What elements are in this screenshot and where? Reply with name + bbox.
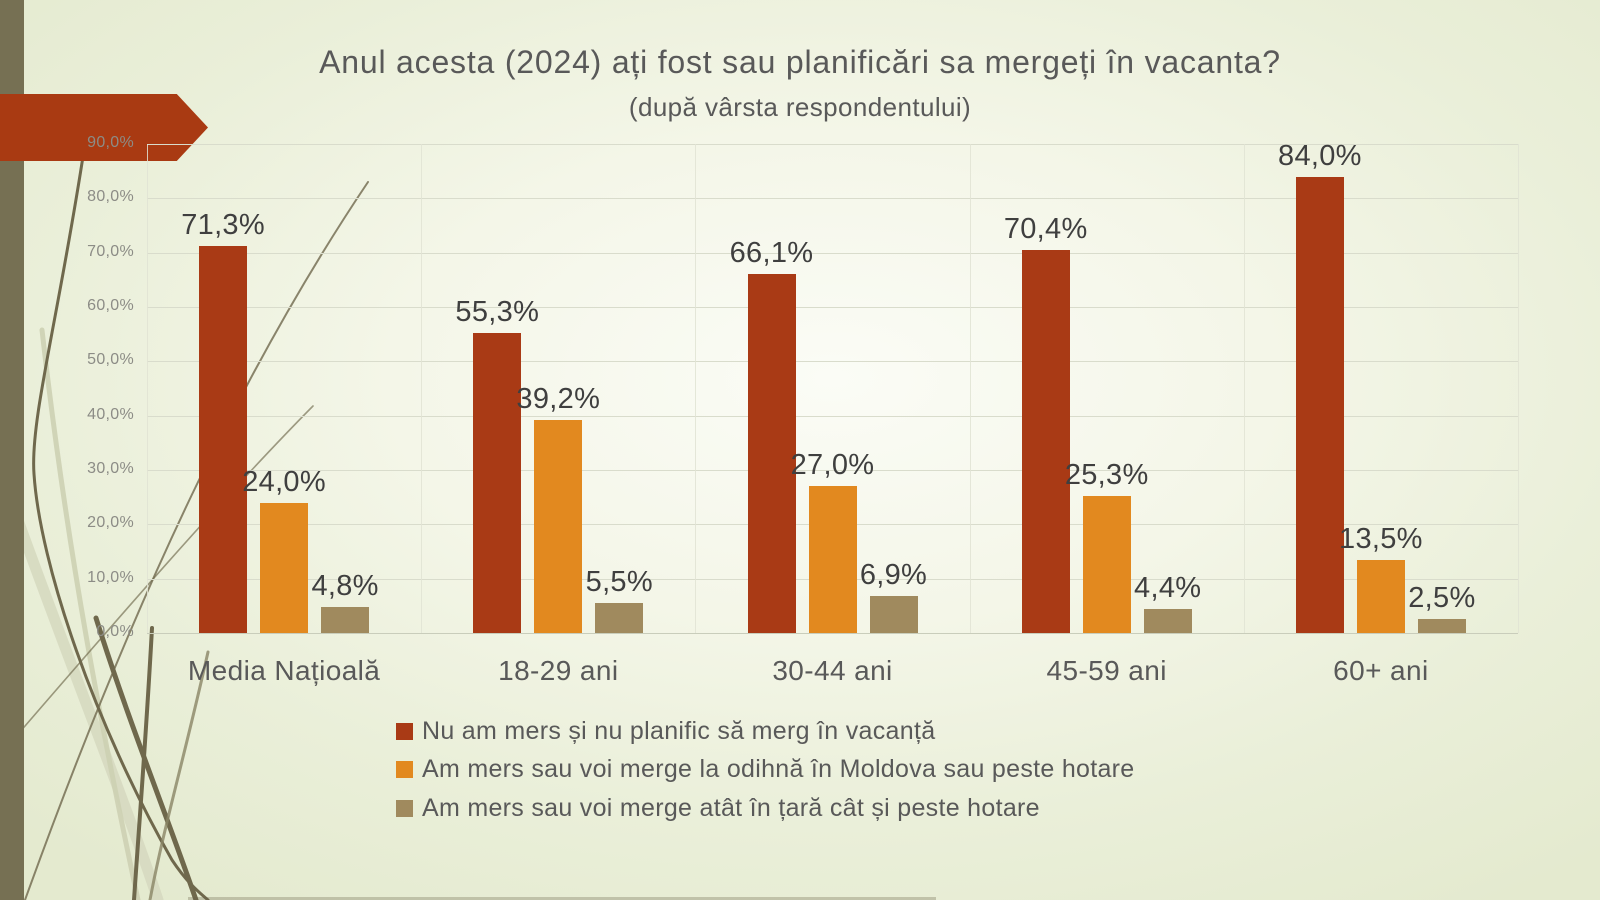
bar-series3 (869, 595, 918, 633)
y-gridline (147, 633, 1518, 634)
bar-value-label: 71,3% (181, 208, 265, 241)
stem-light-band (0, 464, 164, 900)
stem-diagonal-short (0, 405, 314, 756)
legend-item: Nu am mers și nu planific să merg în vac… (396, 712, 1135, 751)
x-axis-category-label: 30-44 ani (772, 655, 893, 686)
bar-series1 (1295, 176, 1344, 633)
y-axis-tick-label: 60,0% (87, 297, 134, 314)
x-axis-category-label: 18-29 ani (498, 655, 619, 686)
y-gridline (147, 470, 1518, 471)
bar-value-label: 2,5% (1408, 582, 1476, 615)
y-gridline (147, 198, 1518, 200)
y-axis-tick-label: 90,0% (87, 134, 134, 151)
bar-value-label: 6,9% (859, 558, 928, 591)
bar-value-label: 84,0% (1278, 139, 1362, 172)
y-axis-tick-label: 40,0% (87, 405, 134, 423)
stem-diagonal-long (24, 181, 369, 900)
y-gridline (147, 252, 1518, 254)
legend-swatch (396, 761, 413, 779)
y-gridline (147, 361, 1518, 363)
x-axis-category-label: Media Națioală (187, 655, 381, 686)
bar-series2 (808, 486, 857, 633)
y-axis-tick-label: 10,0% (87, 568, 134, 586)
stem-long-blade (32, 148, 210, 900)
y-gridline (147, 307, 1518, 308)
stem-cluster-3 (148, 650, 210, 900)
bar-value-label: 24,0% (242, 465, 326, 498)
bar-value-label: 39,2% (516, 383, 601, 415)
bar-value-label: 5,5% (585, 566, 653, 599)
bar-series2 (1082, 495, 1131, 633)
stem-pale-blade (39, 327, 141, 900)
stem-cluster-2 (132, 626, 154, 900)
legend-item: Am mers sau voi merge la odihnă în Moldo… (396, 751, 1135, 790)
bar-series1 (747, 273, 796, 633)
y-axis-tick-label: 30,0% (87, 460, 134, 477)
x-axis-category-label: 45-59 ani (1046, 655, 1167, 686)
x-gridline (695, 144, 697, 633)
bar-value-label: 27,0% (790, 449, 875, 482)
chart-legend: Nu am mers și nu planific să merg în vac… (396, 712, 1135, 828)
bar-value-label: 4,4% (1134, 572, 1202, 605)
bar-value-label: 4,8% (311, 569, 379, 602)
bar-series2 (534, 420, 583, 633)
bar-series3 (595, 603, 644, 633)
x-gridline (1518, 144, 1519, 633)
x-gridline (969, 144, 971, 633)
bar-series3 (321, 606, 370, 633)
y-axis-tick-label: 70,0% (87, 242, 134, 260)
bar-series1 (199, 245, 248, 633)
bar-value-label: 66,1% (729, 236, 814, 269)
y-axis-tick-label: 80,0% (87, 188, 134, 206)
stem-cluster-1 (93, 615, 199, 900)
bar-series1 (1021, 250, 1070, 633)
x-gridline (1243, 144, 1245, 633)
legend-label: Am mers sau voi merge la odihnă în Moldo… (422, 755, 1135, 784)
chart-title: Anul acesta (2024) ați fost sau planific… (319, 44, 1281, 80)
y-axis-tick-label: 20,0% (87, 514, 134, 532)
legend-swatch (396, 799, 413, 817)
bar-series2 (1356, 559, 1405, 633)
x-axis-category-label: 60+ ani (1333, 655, 1429, 686)
legend-item: Am mers sau voi merge atât în țară cât ș… (396, 789, 1135, 828)
legend-label: Am mers sau voi merge atât în țară cât ș… (422, 793, 1040, 822)
bar-value-label: 55,3% (455, 295, 540, 328)
y-gridline (147, 415, 1518, 417)
bar-series3 (1143, 609, 1192, 633)
bar-value-label: 13,5% (1339, 522, 1423, 555)
y-gridline (147, 144, 1518, 145)
bar-series1 (473, 332, 522, 633)
chart-subtitle: (după vârsta respondentului) (628, 92, 972, 122)
bar-series2 (260, 502, 309, 633)
x-gridline (147, 144, 148, 633)
legend-label: Nu am mers și nu planific să merg în vac… (422, 716, 936, 745)
bar-value-label: 25,3% (1064, 458, 1149, 491)
y-axis-tick-label: 0,0% (96, 623, 134, 640)
x-gridline (421, 144, 423, 633)
arrow-banner (0, 94, 208, 161)
bar-value-label: 70,4% (1003, 213, 1088, 246)
legend-swatch (396, 722, 413, 740)
y-axis-tick-label: 50,0% (87, 351, 134, 369)
bar-series3 (1417, 619, 1466, 633)
bottom-accent-line (188, 897, 936, 900)
